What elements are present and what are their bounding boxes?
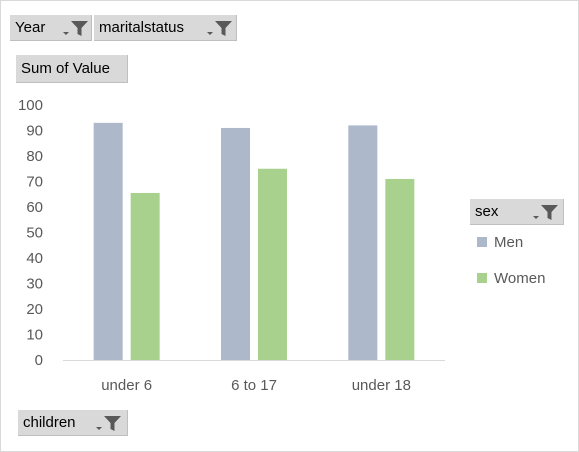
- y-tick-label: 0: [35, 352, 43, 369]
- legend-label-men: Men: [494, 234, 523, 251]
- bar-group: [93, 122, 415, 361]
- x-category-label: under 6: [101, 377, 152, 394]
- bar-men-2[interactable]: [221, 127, 250, 360]
- maritalstatus-filter-button[interactable]: maritalstatus: [94, 15, 237, 41]
- y-tick-label: 50: [26, 225, 43, 242]
- bar-women-2[interactable]: [258, 168, 287, 360]
- bar-men-1[interactable]: [93, 122, 123, 360]
- legend-swatch-men: [477, 237, 487, 247]
- bar-women-3[interactable]: [385, 178, 415, 360]
- y-axis-ticks: 0 10 20 30 40 50 60 70 80 90 100: [18, 97, 43, 369]
- y-tick-label: 30: [26, 276, 43, 293]
- legend-swatch-women: [477, 273, 487, 283]
- y-tick-label: 60: [26, 199, 43, 216]
- y-tick-label: 80: [26, 148, 43, 165]
- bar-men-3[interactable]: [348, 125, 378, 361]
- sex-legend-filter-button[interactable]: sex: [470, 199, 564, 225]
- sum-of-value-button[interactable]: Sum of Value: [16, 55, 128, 83]
- y-tick-label: 70: [26, 174, 43, 191]
- x-category-label: 6 to 17: [231, 377, 277, 394]
- year-filter-button[interactable]: Year: [10, 15, 92, 41]
- legend-label-women: Women: [494, 270, 545, 287]
- y-tick-label: 100: [18, 97, 43, 114]
- filter-dropdown-icon[interactable]: [60, 19, 90, 37]
- x-category-label: under 18: [352, 377, 411, 394]
- children-filter-label: children: [23, 414, 76, 431]
- sex-filter-label: sex: [475, 203, 499, 220]
- sum-of-value-label: Sum of Value: [21, 60, 110, 77]
- filter-dropdown-icon[interactable]: [204, 19, 234, 37]
- y-tick-label: 20: [26, 301, 43, 318]
- y-tick-label: 10: [26, 327, 43, 344]
- filter-dropdown-icon[interactable]: [93, 414, 123, 432]
- x-axis-categories: under 6 6 to 17 under 18: [101, 377, 411, 394]
- y-tick-label: 40: [26, 250, 43, 267]
- y-tick-label: 90: [26, 123, 43, 140]
- filter-dropdown-icon[interactable]: [530, 203, 560, 221]
- legend[interactable]: Men Women: [477, 234, 545, 287]
- bar-women-1[interactable]: [130, 192, 160, 360]
- year-filter-label: Year: [15, 19, 46, 36]
- maritalstatus-filter-label: maritalstatus: [99, 19, 185, 36]
- children-axis-filter-button[interactable]: children: [18, 410, 128, 436]
